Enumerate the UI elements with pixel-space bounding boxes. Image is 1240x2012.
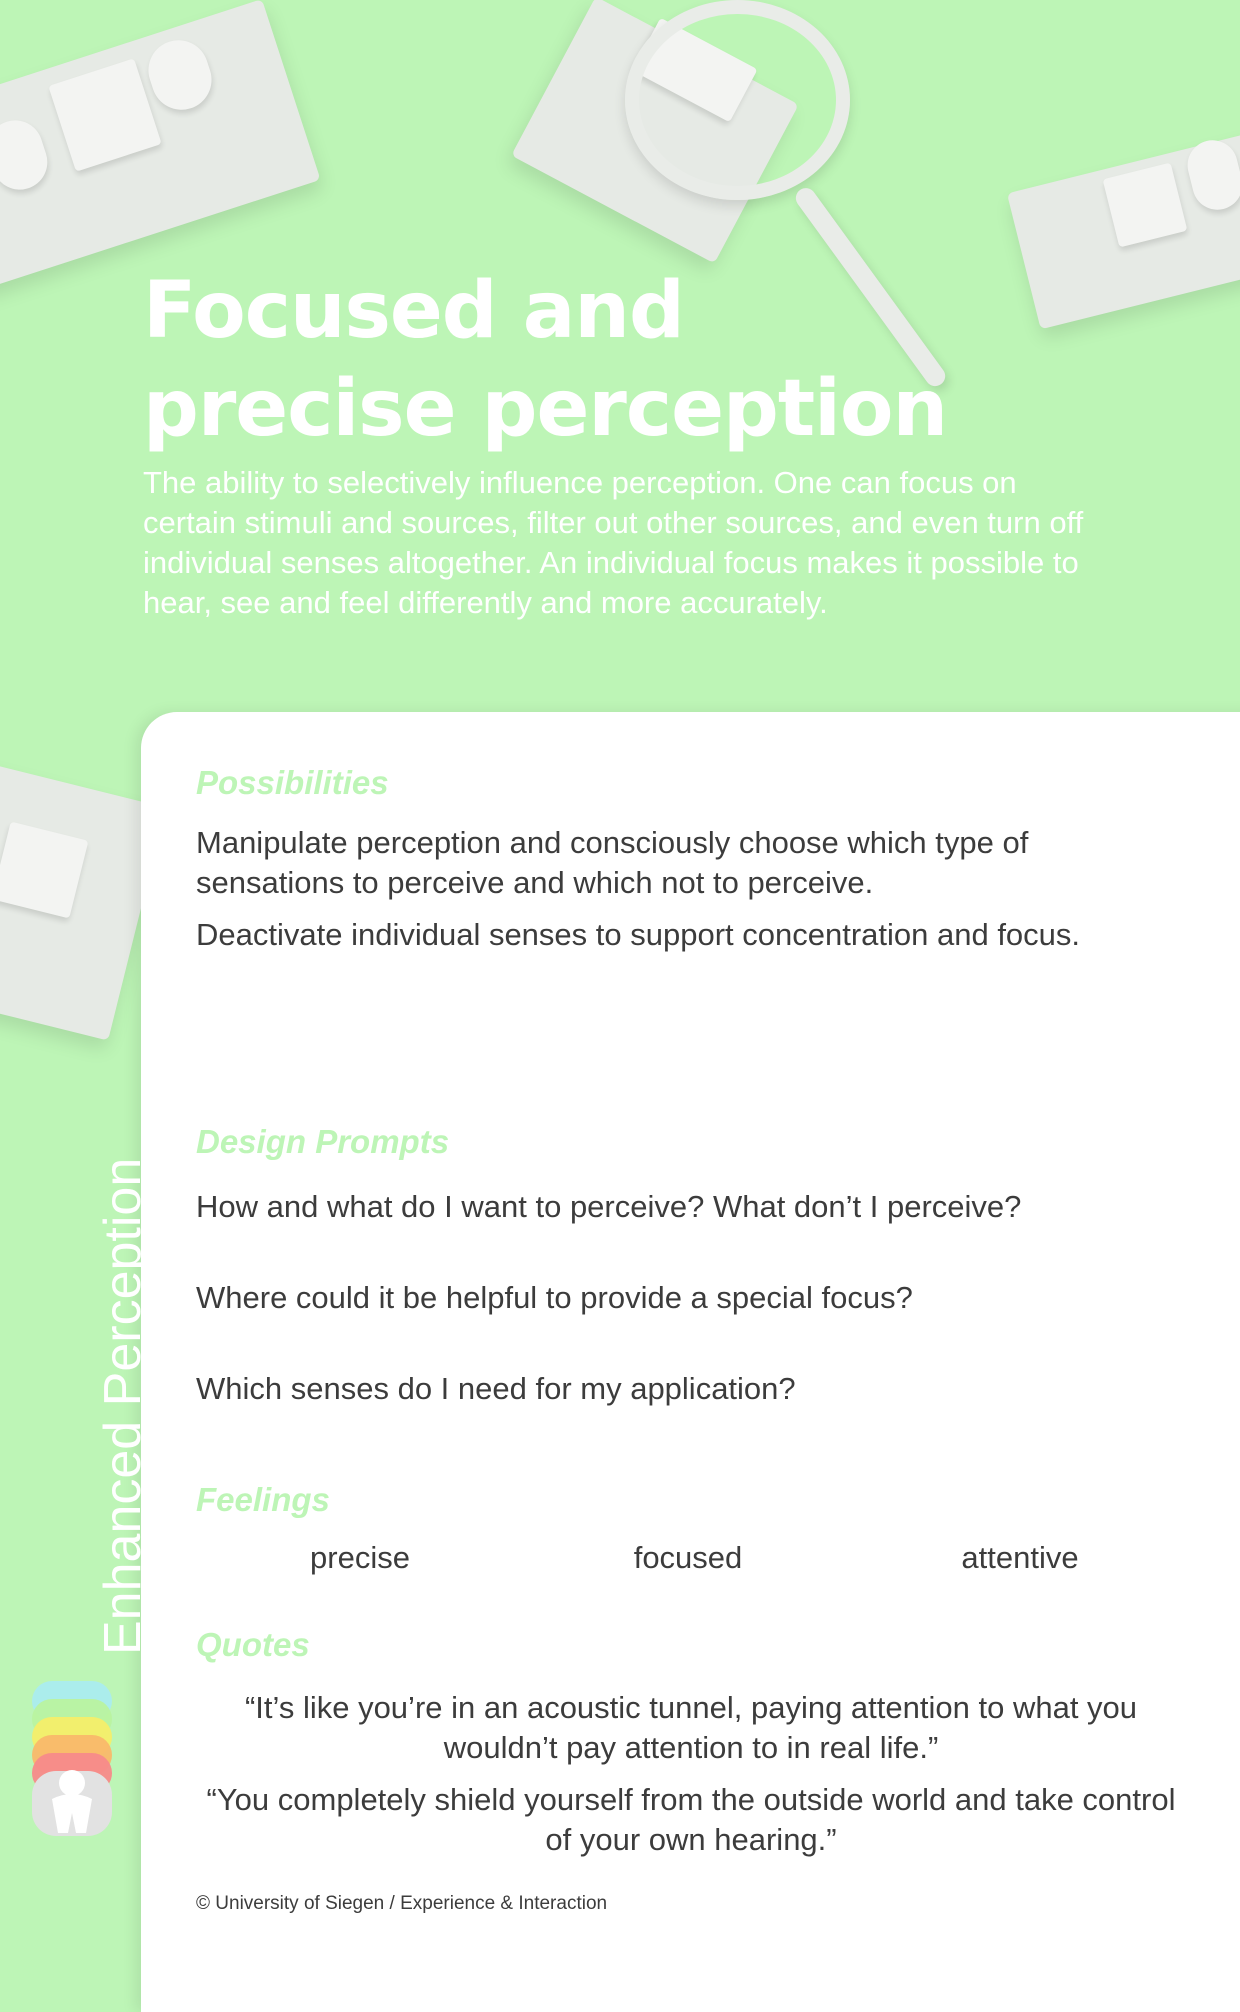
- page-title: Focused and precise perception: [143, 262, 1043, 458]
- design-prompt-item: How and what do I want to perceive? What…: [196, 1189, 1022, 1224]
- possibility-item: Manipulate perception and consciously ch…: [196, 825, 1029, 900]
- content-card: [141, 712, 1240, 2012]
- copyright-text: © University of Siegen / Experience & In…: [196, 1893, 608, 1914]
- page-title-line-2: precise perception: [143, 364, 948, 454]
- quotes-heading: Quotes: [196, 1626, 310, 1663]
- quote-item: “You completely shield yourself from the…: [206, 1782, 1176, 1857]
- page-title-line-1: Focused and: [143, 266, 685, 356]
- feeling-item: attentive: [961, 1540, 1079, 1575]
- design-prompt-item: Which senses do I need for my applicatio…: [196, 1371, 796, 1406]
- quote-item: “It’s like you’re in an acoustic tunnel,…: [244, 1690, 1138, 1765]
- enhanced-perception-logo: [32, 1681, 112, 1836]
- page-description: The ability to selectively influence per…: [143, 465, 1084, 620]
- feeling-item: precise: [310, 1540, 410, 1575]
- design-prompt-item: Where could it be helpful to provide a s…: [196, 1280, 913, 1315]
- possibilities-heading: Possibilities: [196, 764, 389, 801]
- category-label: Enhanced Perception: [94, 1157, 152, 1655]
- design-prompts-heading: Design Prompts: [196, 1123, 450, 1160]
- feeling-item: focused: [633, 1540, 743, 1575]
- feelings-heading: Feelings: [196, 1481, 330, 1518]
- possibility-item: Deactivate individual senses to support …: [196, 917, 1081, 952]
